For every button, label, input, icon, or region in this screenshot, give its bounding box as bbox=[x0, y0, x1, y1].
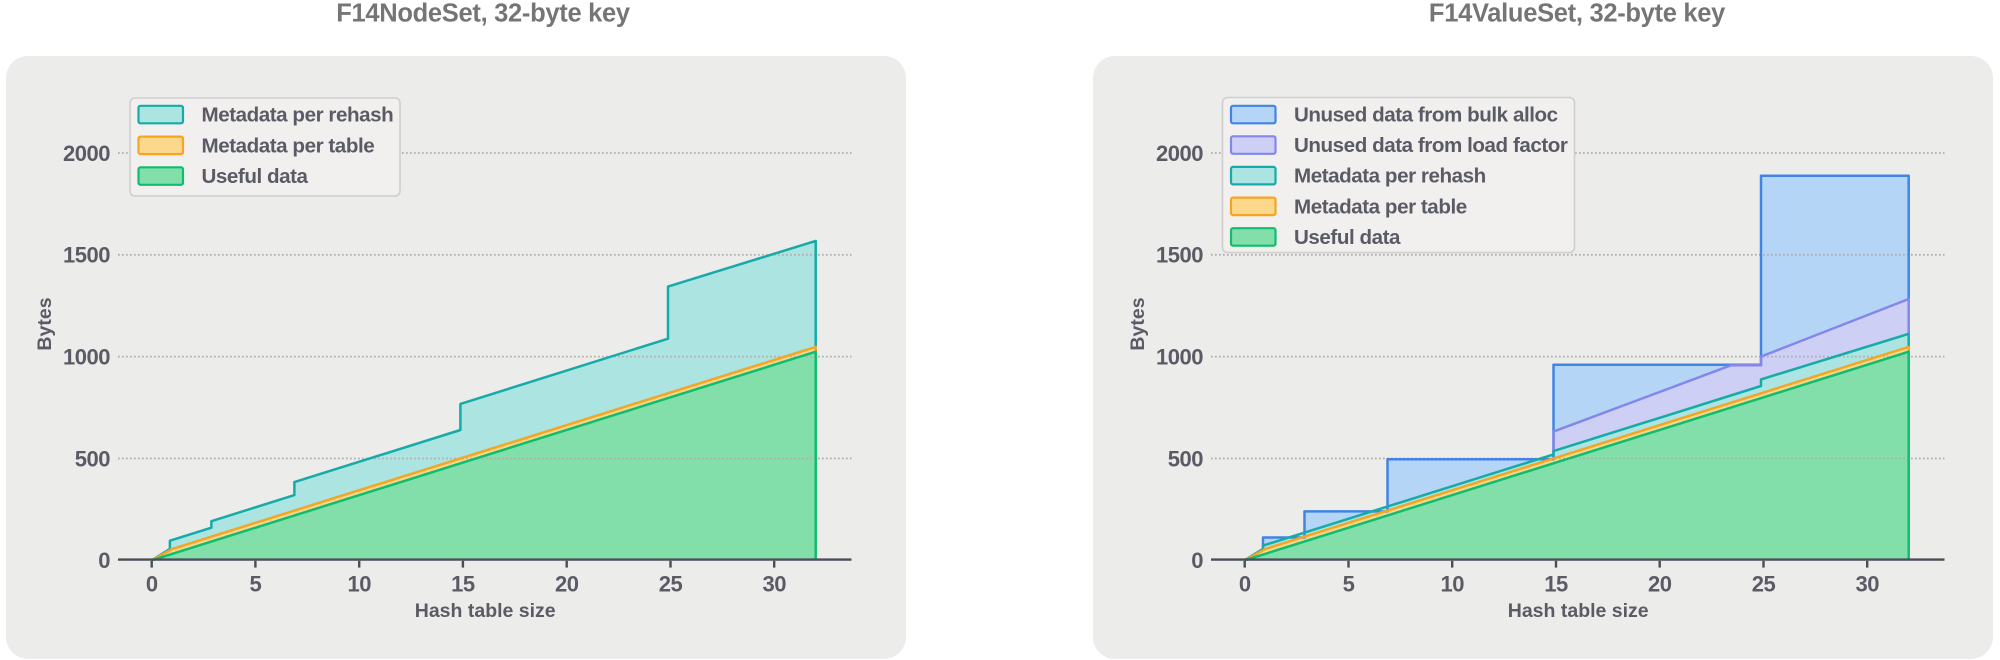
svg-text:Metadata per rehash: Metadata per rehash bbox=[1294, 165, 1486, 188]
svg-text:Useful data: Useful data bbox=[202, 165, 309, 188]
svg-text:1000: 1000 bbox=[1156, 344, 1203, 369]
svg-text:Unused data from load factor: Unused data from load factor bbox=[1294, 134, 1568, 157]
svg-text:20: 20 bbox=[1648, 572, 1672, 597]
svg-text:Bytes: Bytes bbox=[1127, 297, 1149, 350]
svg-text:20: 20 bbox=[555, 572, 579, 597]
svg-text:0: 0 bbox=[1191, 548, 1203, 573]
svg-text:30: 30 bbox=[1855, 572, 1879, 597]
svg-text:10: 10 bbox=[1440, 572, 1464, 597]
svg-text:0: 0 bbox=[98, 548, 110, 573]
svg-text:Bytes: Bytes bbox=[34, 297, 56, 350]
svg-text:15: 15 bbox=[451, 572, 475, 597]
svg-text:Hash table size: Hash table size bbox=[1508, 600, 1649, 622]
svg-text:1500: 1500 bbox=[63, 243, 110, 268]
svg-text:2000: 2000 bbox=[63, 141, 110, 166]
svg-text:1000: 1000 bbox=[63, 344, 110, 369]
svg-text:F14ValueSet, 32-byte key: F14ValueSet, 32-byte key bbox=[1429, 0, 1726, 28]
svg-text:10: 10 bbox=[347, 572, 371, 597]
svg-text:Metadata per table: Metadata per table bbox=[1294, 195, 1467, 218]
svg-text:Unused data from bulk alloc: Unused data from bulk alloc bbox=[1294, 104, 1558, 127]
svg-text:25: 25 bbox=[659, 572, 683, 597]
svg-text:Hash table size: Hash table size bbox=[415, 600, 556, 622]
svg-text:30: 30 bbox=[762, 572, 786, 597]
svg-text:15: 15 bbox=[1544, 572, 1568, 597]
svg-text:5: 5 bbox=[1343, 572, 1355, 597]
svg-text:500: 500 bbox=[75, 446, 110, 471]
svg-text:Metadata per rehash: Metadata per rehash bbox=[202, 104, 394, 127]
svg-text:500: 500 bbox=[1168, 446, 1203, 471]
svg-text:Useful data: Useful data bbox=[1294, 226, 1401, 249]
svg-text:Metadata per table: Metadata per table bbox=[202, 134, 375, 157]
svg-text:1500: 1500 bbox=[1156, 243, 1203, 268]
svg-text:F14NodeSet, 32-byte key: F14NodeSet, 32-byte key bbox=[336, 0, 631, 28]
svg-text:0: 0 bbox=[146, 572, 158, 597]
svg-text:0: 0 bbox=[1239, 572, 1251, 597]
svg-text:2000: 2000 bbox=[1156, 141, 1203, 166]
svg-text:25: 25 bbox=[1752, 572, 1776, 597]
svg-text:5: 5 bbox=[250, 572, 262, 597]
